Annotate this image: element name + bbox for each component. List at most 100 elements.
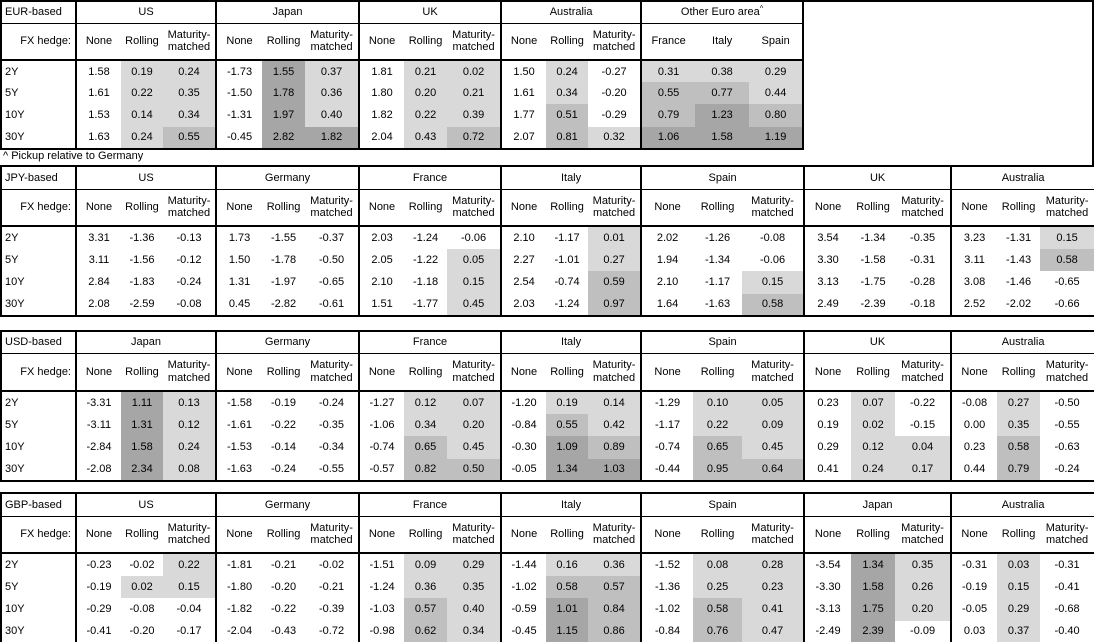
value-cell: -1.46 bbox=[1006, 276, 1032, 289]
value-cell: 0.45 bbox=[215, 293, 263, 316]
value-cell: 0.31 bbox=[640, 60, 696, 83]
value-cell: 0.39 bbox=[447, 104, 502, 127]
column-header: None bbox=[950, 189, 998, 227]
value-cell: 0.19 bbox=[803, 413, 852, 436]
value-cell: 3.23 bbox=[950, 226, 998, 249]
value-cell: 0.23 bbox=[803, 391, 852, 414]
column-header: Rolling bbox=[404, 353, 448, 392]
value-cell: 0.79 bbox=[997, 458, 1041, 481]
group-name: UK bbox=[422, 6, 438, 19]
value-cell: -0.35 bbox=[910, 231, 936, 244]
table-usd-based: USD-based Japan Germany France Italy Spain UK A… bbox=[0, 330, 1094, 482]
value-cell: 0.20 bbox=[447, 413, 502, 436]
value-cell: -0.05 bbox=[950, 598, 998, 621]
value-cell: -0.08 bbox=[176, 298, 202, 311]
value-cell: -1.51 bbox=[358, 553, 405, 576]
column-header: Rolling bbox=[693, 516, 743, 554]
group-name: Australia bbox=[1001, 336, 1045, 349]
value-cell: -0.20 bbox=[129, 625, 155, 638]
value-cell: 2.82 bbox=[262, 126, 306, 149]
group-name: Italy bbox=[560, 336, 582, 349]
value-cell: 0.19 bbox=[121, 60, 163, 83]
value-cell: 0.28 bbox=[742, 553, 805, 576]
value-cell: -1.06 bbox=[358, 413, 405, 436]
value-cell: 2.10 bbox=[500, 226, 547, 249]
value-cell: 1.61 bbox=[75, 82, 121, 105]
column-header: None bbox=[803, 189, 852, 227]
group-header-france: France bbox=[358, 493, 502, 517]
value-cell: 2.39 bbox=[851, 620, 896, 642]
tenor-label: 10Y bbox=[5, 109, 25, 122]
value-cell: -1.34 bbox=[705, 253, 731, 266]
value-cell: -1.31 bbox=[1006, 231, 1032, 244]
value-cell: -1.43 bbox=[1006, 253, 1032, 266]
value-cell: 0.55 bbox=[640, 82, 696, 105]
value-cell: 3.54 bbox=[803, 226, 852, 249]
column-header: Rolling bbox=[693, 189, 743, 227]
group-name: France bbox=[412, 498, 448, 511]
sheet-top-border-line bbox=[800, 0, 1094, 2]
column-header: Rolling bbox=[262, 516, 306, 554]
value-cell: -0.24 bbox=[176, 276, 202, 289]
column-header: None bbox=[358, 516, 405, 554]
value-cell: 0.15 bbox=[997, 575, 1041, 598]
group-header-uk: UK bbox=[803, 331, 952, 354]
value-cell: -0.66 bbox=[1054, 298, 1080, 311]
value-cell: -0.65 bbox=[318, 276, 345, 289]
column-header: Maturity-matched bbox=[447, 23, 502, 61]
group-name: Japan bbox=[131, 336, 161, 349]
value-cell: -0.50 bbox=[1054, 396, 1080, 409]
value-cell: 0.22 bbox=[163, 553, 217, 576]
value-cell: -2.59 bbox=[129, 298, 155, 311]
column-header: Rolling bbox=[262, 189, 306, 227]
column-header: None bbox=[500, 516, 547, 554]
value-cell: -0.19 bbox=[950, 575, 998, 598]
tenor-label: 10Y bbox=[5, 603, 25, 616]
value-cell: 0.10 bbox=[693, 391, 743, 414]
value-cell: 2.34 bbox=[121, 458, 163, 481]
value-cell: -1.24 bbox=[412, 231, 439, 244]
tenor-label: 5Y bbox=[5, 87, 19, 100]
group-header-australia: Australia bbox=[950, 166, 1094, 190]
value-cell: -2.08 bbox=[75, 458, 121, 481]
value-cell: -0.37 bbox=[318, 231, 345, 244]
column-header: Maturity-matched bbox=[163, 23, 217, 61]
value-cell: -2.82 bbox=[270, 298, 297, 311]
base-currency-label: EUR-based bbox=[1, 1, 76, 24]
value-cell: 2.04 bbox=[358, 126, 405, 149]
value-cell: 2.03 bbox=[500, 293, 547, 316]
value-cell: -3.13 bbox=[803, 598, 852, 621]
value-cell: 0.58 bbox=[742, 293, 805, 316]
value-cell: 0.17 bbox=[895, 458, 952, 481]
value-cell: -0.84 bbox=[640, 620, 694, 642]
value-cell: -0.19 bbox=[270, 396, 297, 409]
tenor-label: 2Y bbox=[5, 396, 19, 409]
column-header: None bbox=[358, 23, 405, 61]
value-cell: -1.29 bbox=[640, 391, 694, 414]
value-cell: -0.55 bbox=[1054, 418, 1080, 431]
value-cell: 1.34 bbox=[546, 458, 589, 481]
value-cell: 1.15 bbox=[546, 620, 589, 642]
value-cell: -0.18 bbox=[910, 298, 936, 311]
value-cell: -0.20 bbox=[601, 87, 627, 100]
group-name: US bbox=[138, 498, 154, 511]
column-header: Maturity-matched bbox=[742, 353, 805, 392]
group-header-italy: Italy bbox=[500, 331, 642, 354]
value-cell: 0.14 bbox=[121, 104, 163, 127]
value-cell: 0.07 bbox=[447, 391, 502, 414]
column-header: Spain bbox=[749, 23, 804, 61]
value-cell: 0.08 bbox=[163, 458, 217, 481]
value-cell: -1.80 bbox=[215, 575, 263, 598]
value-cell: -0.29 bbox=[75, 598, 121, 621]
base-currency-label: GBP-based bbox=[1, 493, 76, 517]
group-name: Spain bbox=[708, 498, 737, 511]
value-cell: -1.58 bbox=[215, 391, 263, 414]
group-name: Other Euro area bbox=[680, 6, 760, 19]
value-cell: 0.29 bbox=[997, 598, 1041, 621]
value-cell: -1.22 bbox=[412, 253, 439, 266]
value-cell: 0.80 bbox=[749, 104, 804, 127]
column-header: Rolling bbox=[546, 189, 589, 227]
value-cell: -1.36 bbox=[640, 575, 694, 598]
column-header: None bbox=[75, 353, 121, 392]
value-cell: -0.57 bbox=[358, 458, 405, 481]
